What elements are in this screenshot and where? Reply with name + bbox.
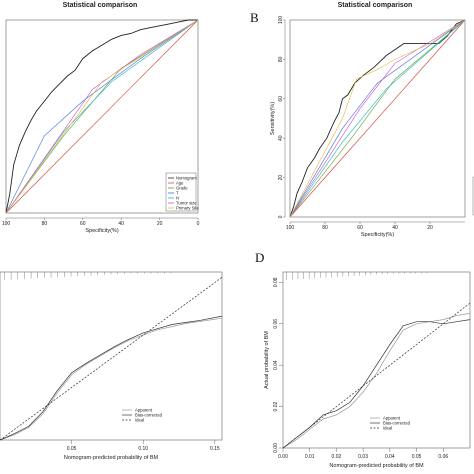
panel-d-x-tick-label: 0.06 xyxy=(438,454,448,460)
panel-b-x-axis-label: Specificity(%) xyxy=(361,232,394,238)
panel-b-y-tick-label: 0 xyxy=(278,215,284,218)
panel-a-series-nomogram xyxy=(5,19,198,214)
panel-a-legend-box xyxy=(165,172,197,212)
panel-d-y-tick-label: 0.04 xyxy=(273,360,279,370)
panel-d-legend-label: Ideal xyxy=(383,426,392,431)
panel-d-x-tick-label: 0.03 xyxy=(358,454,368,460)
panel-d-x-tick-label: 0.02 xyxy=(332,454,342,460)
panel-b-frame xyxy=(289,19,466,218)
panel-b-y-axis-label: Sensitivity(%) xyxy=(270,102,276,135)
panel-d-letter: D xyxy=(255,250,264,265)
panel-a-x-tick-label: 100 xyxy=(2,221,11,227)
panel-b-series-t xyxy=(289,19,466,218)
panel-b: B Statistical comparison 100 80 60 40 20 Spec… xyxy=(250,2,474,238)
panel-c-x-axis-label: Nomogram-predicted probability of BM xyxy=(64,455,159,461)
panel-d-legend-label: Apparent xyxy=(383,416,401,421)
panel-c-x-tick-label: 0.05 xyxy=(67,446,77,452)
panel-b-title: Statistical comparison xyxy=(338,2,413,9)
panel-b-series-primary-site xyxy=(289,19,466,218)
panel-d-x-tick-label: 0.00 xyxy=(278,454,288,460)
panel-a-legend-label: T xyxy=(176,191,179,196)
panel-b-x-tick-label: 80 xyxy=(322,225,328,231)
panel-d-plot: 0.00 0.01 0.02 0.03 0.04 0.05 0.06 Nomogram-pre… xyxy=(264,271,471,469)
panel-a-title: Statistical comparison xyxy=(63,2,138,9)
panel-b-series-tumor-size xyxy=(289,19,466,218)
panel-c-legend-label: Apparent xyxy=(135,408,153,413)
panel-a-x-axis-label: Specificity(%) xyxy=(85,228,118,234)
panel-c-legend-label: Bias-corrected xyxy=(135,413,163,418)
panel-c-series-apparent xyxy=(0,317,223,441)
panel-a-legend-label: Nomogram xyxy=(176,176,197,181)
panel-b-x-tick-label: 100 xyxy=(286,225,295,231)
panel-c-plot: 0.05 0.10 0.15 Nomogram-predicted probabili… xyxy=(0,271,223,461)
panel-b-y-tick-label: 60 xyxy=(278,96,284,102)
panel-d-y-tick-label: 0.06 xyxy=(273,319,279,329)
panel-a-series-n xyxy=(5,19,199,214)
panel-a-x-tick-label: 60 xyxy=(80,221,86,227)
panel-d-x-tick-label: 0.04 xyxy=(385,454,395,460)
panel-b-y-tick-label: 80 xyxy=(278,56,284,62)
panel-b-series-n xyxy=(289,19,466,218)
panel-a-legend-label: Tumor size xyxy=(176,201,197,206)
panel-d-frame xyxy=(282,271,471,449)
panel-d-series-bias-corrected xyxy=(282,319,471,449)
panel-a-series-age xyxy=(5,19,199,214)
panel-a-frame xyxy=(5,19,199,214)
panel-b-x-tick-label: 40 xyxy=(392,225,398,231)
panel-a-series-t xyxy=(5,19,199,214)
panel-a-legend-label: N xyxy=(176,196,179,201)
panel-c-legend-label: Ideal xyxy=(135,418,144,423)
panel-a: Statistical comparison 100 80 60 40 20 0 Speci… xyxy=(2,2,200,234)
panel-d-y-tick-label: 0.00 xyxy=(273,443,279,453)
panel-a-legend-label: Age xyxy=(176,181,184,186)
panel-b-y-tick-label: 20 xyxy=(278,175,284,181)
panel-a-x-tick-label: 40 xyxy=(118,221,124,227)
panel-a-x-tick-label: 0 xyxy=(197,221,200,227)
panel-b-series-grade xyxy=(289,19,466,218)
panel-d: D 0.00 0.01 0.02 0.03 0.04 0.05 0.06 Nomogram-p… xyxy=(255,250,471,469)
panel-a-x-tick-label: 20 xyxy=(157,221,163,227)
panel-d-legend-label: Bias-corrected xyxy=(383,421,411,426)
panel-a-x-tick-label: 80 xyxy=(42,221,48,227)
panel-a-plot: 100 80 60 40 20 0 Specificity(%) NomogramAgeGra… xyxy=(2,19,200,234)
panel-d-y-tick-label: 0.08 xyxy=(273,277,279,287)
panel-d-y-tick-label: 0.02 xyxy=(273,402,279,412)
panel-b-series-age xyxy=(289,19,466,218)
panel-d-series-apparent xyxy=(282,313,471,449)
panel-c-series-bias-corrected xyxy=(0,315,223,441)
panel-d-x-axis-label: Nomogram-predicted probability of BM xyxy=(329,463,424,469)
panel-d-rug xyxy=(286,272,428,280)
panel-b-letter: B xyxy=(250,10,259,25)
panel-a-legend-label: Primary Site xyxy=(176,206,199,211)
panel-d-y-axis-label: Actual probability of BM xyxy=(264,331,270,389)
panel-c: 0.05 0.10 0.15 Nomogram-predicted probabili… xyxy=(0,271,223,461)
panel-c-x-tick-label: 0.10 xyxy=(138,446,148,452)
panel-b-x-tick-label: 60 xyxy=(357,225,363,231)
panel-b-y-tick-label: 100 xyxy=(278,16,284,25)
panel-c-series-ideal xyxy=(0,277,223,441)
panel-c-rug xyxy=(4,272,172,280)
panel-a-legend-label: Grade xyxy=(176,186,188,191)
panel-d-x-tick-label: 0.05 xyxy=(412,454,422,460)
panel-d-series-ideal xyxy=(282,302,471,449)
panel-d-x-tick-label: 0.01 xyxy=(305,454,315,460)
panel-a-series-primary-site xyxy=(5,19,199,214)
panel-b-x-tick-label: 20 xyxy=(427,225,433,231)
panel-b-y-tick-label: 40 xyxy=(278,135,284,141)
panel-c-frame xyxy=(0,271,223,441)
panel-a-series-tumor-size xyxy=(5,19,199,214)
panel-b-plot: 100 80 60 40 20 Specificity(%) 0 20 40 60 80 100 Sen… xyxy=(270,16,474,238)
panel-c-x-tick-label: 0.15 xyxy=(210,446,220,452)
